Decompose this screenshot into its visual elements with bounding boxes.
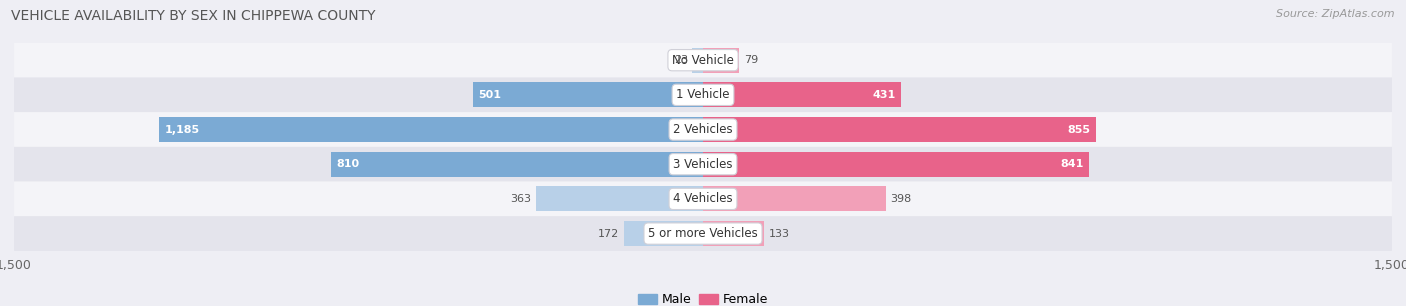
Bar (330, 152, 703, 177)
Bar (624, 221, 703, 246)
Text: 4 Vehicles: 4 Vehicles (673, 192, 733, 205)
Bar (472, 82, 703, 107)
Text: 363: 363 (510, 194, 531, 204)
Bar (703, 48, 740, 73)
Bar (703, 221, 763, 246)
Text: 855: 855 (1067, 125, 1090, 135)
Bar (703, 186, 886, 211)
FancyBboxPatch shape (14, 43, 1392, 77)
Bar (692, 48, 703, 73)
Text: 79: 79 (744, 55, 758, 65)
Text: 841: 841 (1060, 159, 1084, 169)
Text: 3 Vehicles: 3 Vehicles (673, 158, 733, 171)
Text: 133: 133 (769, 229, 790, 239)
Text: 1,185: 1,185 (165, 125, 200, 135)
Bar (703, 82, 901, 107)
Text: VEHICLE AVAILABILITY BY SEX IN CHIPPEWA COUNTY: VEHICLE AVAILABILITY BY SEX IN CHIPPEWA … (11, 9, 375, 23)
FancyBboxPatch shape (14, 181, 1392, 216)
Text: Source: ZipAtlas.com: Source: ZipAtlas.com (1277, 9, 1395, 19)
Text: 431: 431 (872, 90, 896, 100)
Bar (536, 186, 703, 211)
Text: 2 Vehicles: 2 Vehicles (673, 123, 733, 136)
Text: 5 or more Vehicles: 5 or more Vehicles (648, 227, 758, 240)
Text: 1 Vehicle: 1 Vehicle (676, 88, 730, 101)
Bar (703, 152, 1090, 177)
FancyBboxPatch shape (14, 216, 1392, 251)
Bar (159, 117, 703, 142)
Text: 810: 810 (336, 159, 360, 169)
Text: 23: 23 (673, 55, 688, 65)
Text: No Vehicle: No Vehicle (672, 54, 734, 67)
Text: 501: 501 (478, 90, 502, 100)
FancyBboxPatch shape (14, 112, 1392, 147)
Bar (703, 117, 1095, 142)
Text: 172: 172 (598, 229, 620, 239)
FancyBboxPatch shape (14, 147, 1392, 181)
FancyBboxPatch shape (14, 77, 1392, 112)
Legend: Male, Female: Male, Female (633, 288, 773, 306)
Text: 398: 398 (890, 194, 911, 204)
